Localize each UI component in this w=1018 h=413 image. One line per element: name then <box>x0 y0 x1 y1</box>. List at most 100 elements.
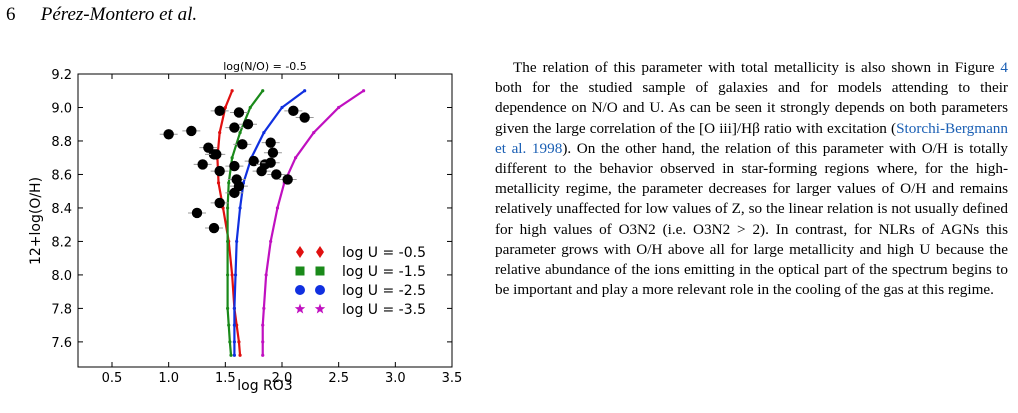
figure-ro3-vs-oh: log(N/O) = -0.5 12+log(O/H) log RO3 0.5 1… <box>0 0 480 413</box>
y-tick-label: 7.8 <box>51 302 72 317</box>
model-point <box>269 239 273 244</box>
galaxy-point <box>282 174 293 185</box>
galaxy-point <box>214 197 225 209</box>
model-point <box>294 156 298 160</box>
legend-label: log U = -1.5 <box>342 264 426 280</box>
model-point <box>362 89 366 93</box>
galaxy-point <box>197 159 208 170</box>
y-tick-label: 8.6 <box>51 168 72 183</box>
x-tick-label: 3.0 <box>385 371 406 386</box>
model-point <box>226 239 230 244</box>
model-point <box>233 273 238 277</box>
model-point <box>238 353 242 357</box>
galaxy-point <box>229 160 240 172</box>
legend-label: log U = -0.5 <box>342 245 426 261</box>
galaxy-point <box>163 129 174 140</box>
legend-label: log U = -3.5 <box>342 302 426 318</box>
model-point <box>262 131 266 135</box>
legend-marker <box>316 246 324 258</box>
model-point <box>337 105 341 110</box>
y-tick-label: 8.4 <box>51 202 72 217</box>
model-point <box>216 181 221 185</box>
legend-marker <box>295 266 305 276</box>
legend-marker <box>315 266 325 276</box>
model-point <box>227 181 231 185</box>
x-axis-label: log RO3 <box>237 378 292 394</box>
galaxy-point <box>267 147 279 158</box>
galaxy-point <box>208 222 220 234</box>
galaxy-point <box>233 107 245 118</box>
model-point <box>280 105 284 110</box>
legend-marker <box>315 285 325 295</box>
model-point <box>303 89 307 93</box>
model-point <box>227 323 231 327</box>
chart-svg: log(N/O) = -0.5 12+log(O/H) log RO3 0.5 1… <box>28 60 462 394</box>
model-point <box>261 323 265 327</box>
model-point <box>232 353 236 357</box>
text-run: both for the studied sample of galaxies … <box>495 79 1008 137</box>
model-point <box>230 89 234 93</box>
model-point <box>229 353 233 357</box>
legend-marker <box>294 303 306 314</box>
model-point <box>235 239 239 244</box>
body-text: The relation of this parameter with tota… <box>495 58 1008 300</box>
model-curve <box>226 90 264 356</box>
galaxy-point <box>214 165 225 177</box>
y-tick-label: 8.0 <box>51 269 72 284</box>
model-point <box>232 340 236 344</box>
plot-frame <box>77 73 453 368</box>
legend-marker <box>296 246 304 258</box>
page-number: 6 <box>6 4 16 25</box>
model-point <box>230 273 234 277</box>
galaxy-point <box>271 169 282 180</box>
galaxy-point <box>299 112 310 123</box>
galaxy-point <box>265 137 276 148</box>
galaxy-point <box>256 165 267 177</box>
model-point <box>226 306 230 310</box>
model-curve <box>233 89 306 356</box>
citation-link[interactable]: Storchi-Bergmann et al. 1998 <box>495 119 1008 157</box>
galaxy-point <box>242 119 254 130</box>
model-point <box>261 340 265 344</box>
model-curve <box>216 90 242 356</box>
model-point <box>235 323 239 327</box>
model-point <box>275 206 280 210</box>
galaxy-point <box>288 105 299 117</box>
model-point <box>262 306 266 310</box>
x-tick-label: 2.5 <box>328 371 349 386</box>
chart-title: log(N/O) = -0.5 <box>223 60 307 73</box>
legend-marker <box>295 285 305 295</box>
model-point <box>238 131 242 135</box>
model-point <box>312 131 316 135</box>
y-axis-label: 12+log(O/H) <box>28 177 44 265</box>
model-point <box>232 306 236 310</box>
model-point <box>261 89 265 93</box>
model-point <box>248 105 252 110</box>
galaxy-point <box>229 122 240 133</box>
model-point <box>237 340 241 344</box>
x-tick-label: 1.0 <box>158 371 179 386</box>
figure-link[interactable]: 4 <box>1000 59 1008 76</box>
model-curve <box>261 89 365 356</box>
galaxy-point <box>233 180 245 192</box>
y-tick-label: 7.6 <box>51 336 72 351</box>
author-line: Pérez-Montero et al. <box>40 4 198 25</box>
model-point <box>232 323 236 327</box>
model-point <box>218 131 222 135</box>
legend-label: log U = -2.5 <box>342 283 426 299</box>
model-point <box>230 156 234 160</box>
y-tick-label: 9.2 <box>51 68 72 83</box>
x-tick-label: 2.0 <box>272 371 293 386</box>
model-point <box>226 273 230 277</box>
model-point <box>264 273 268 277</box>
galaxy-point <box>211 149 222 160</box>
y-tick-label: 8.2 <box>51 235 72 250</box>
galaxy-point <box>265 157 276 168</box>
galaxy-point <box>214 105 225 117</box>
text-run: The relation of this parameter with tota… <box>513 59 1001 76</box>
galaxy-point <box>186 125 197 137</box>
y-tick-label: 8.8 <box>51 135 72 150</box>
galaxy-point <box>248 155 259 167</box>
running-head: 6 Pérez-Montero et al. <box>6 4 197 26</box>
galaxy-point <box>237 139 248 150</box>
